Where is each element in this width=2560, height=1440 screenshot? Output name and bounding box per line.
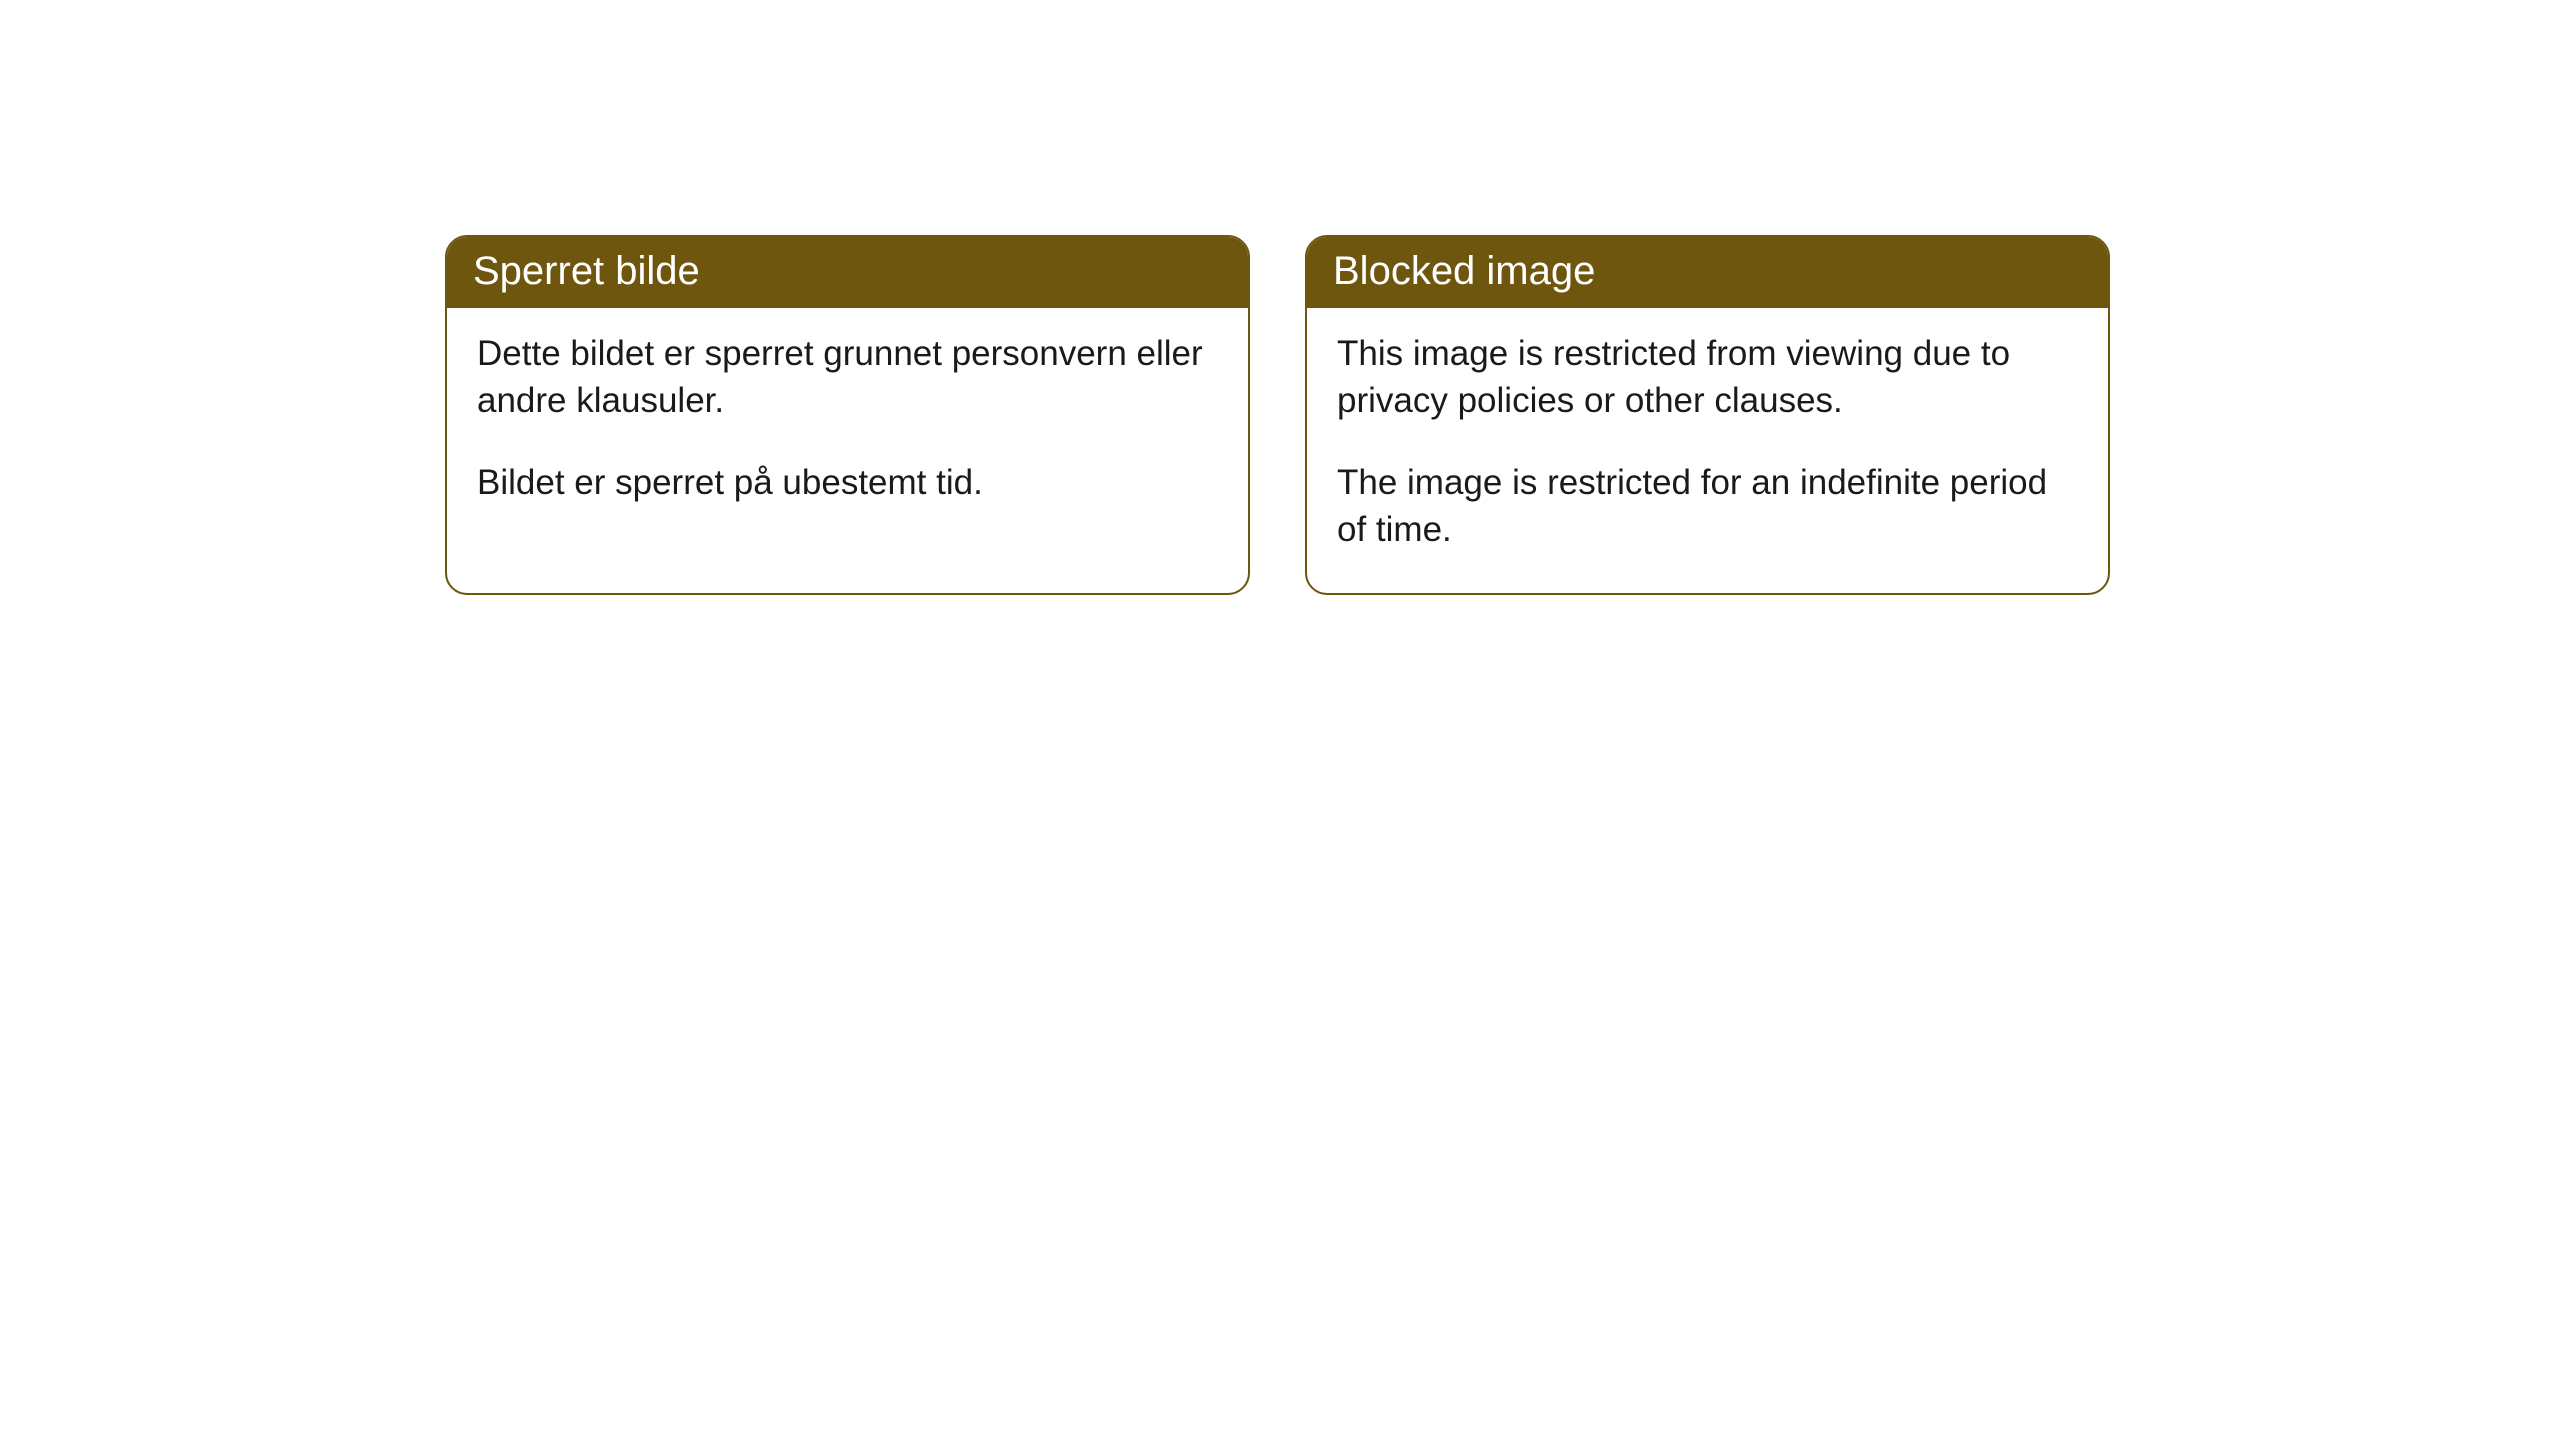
card-paragraph: This image is restricted from viewing du… xyxy=(1337,330,2078,425)
card-paragraph: The image is restricted for an indefinit… xyxy=(1337,459,2078,554)
blocked-image-card-english: Blocked image This image is restricted f… xyxy=(1305,235,2110,595)
card-title: Blocked image xyxy=(1333,249,1595,293)
card-title: Sperret bilde xyxy=(473,249,700,293)
card-body: Dette bildet er sperret grunnet personve… xyxy=(447,308,1248,546)
blocked-image-card-norwegian: Sperret bilde Dette bildet er sperret gr… xyxy=(445,235,1250,595)
card-paragraph: Bildet er sperret på ubestemt tid. xyxy=(477,459,1218,506)
card-header: Blocked image xyxy=(1307,237,2108,308)
card-paragraph: Dette bildet er sperret grunnet personve… xyxy=(477,330,1218,425)
card-header: Sperret bilde xyxy=(447,237,1248,308)
notice-cards-container: Sperret bilde Dette bildet er sperret gr… xyxy=(0,0,2560,595)
card-body: This image is restricted from viewing du… xyxy=(1307,308,2108,593)
